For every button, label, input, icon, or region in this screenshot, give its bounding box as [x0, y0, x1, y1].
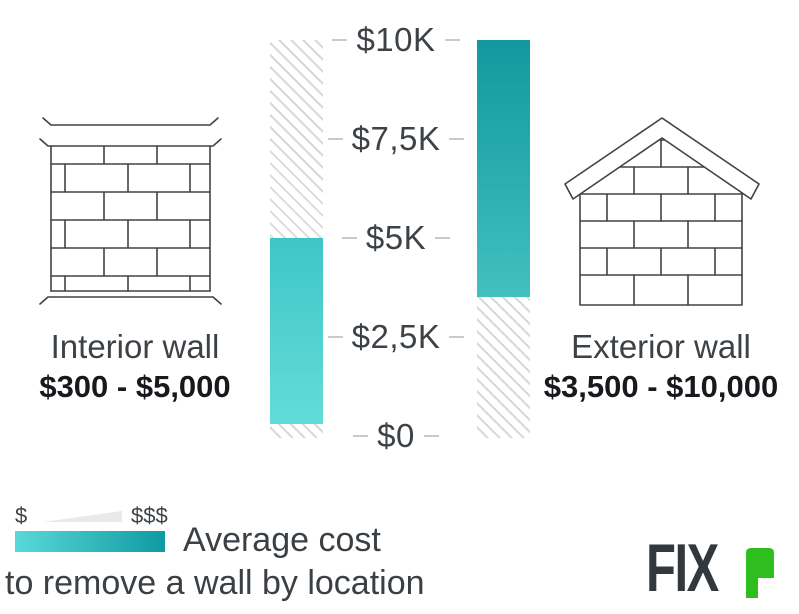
- tick-dash-left: [332, 39, 348, 41]
- fixr-logo-r-icon: [746, 548, 774, 598]
- tick-dash-left: [327, 336, 343, 338]
- brick-wall-icon: [39, 117, 222, 305]
- tick-dash-right: [449, 138, 465, 140]
- exterior-cost-bar: [477, 40, 530, 297]
- tick-dash-left: [353, 435, 369, 437]
- y-axis-tick-label: $2,5K: [351, 318, 441, 355]
- tick-dash-right: [449, 336, 465, 338]
- interior-wall-price-range: $300 - $5,000: [39, 369, 231, 404]
- tick-dash-left: [341, 237, 357, 239]
- tick-dash-left: [327, 138, 343, 140]
- y-axis-tick-label: $5K: [365, 219, 427, 256]
- legend-gradient-bar: [15, 531, 165, 552]
- tick-dash-right: [435, 237, 451, 239]
- interior-cost-bar: [270, 238, 323, 424]
- chart-title-line1: Average cost: [183, 521, 381, 559]
- chart-title-line2: to remove a wall by location: [5, 564, 425, 602]
- interior-wall-label: Interior wall: [50, 328, 220, 365]
- tick-dash-right: [423, 435, 439, 437]
- exterior-wall-illustration: [560, 114, 764, 314]
- y-axis-tick-label: $10K: [356, 21, 436, 58]
- y-axis-tick-label: $7,5K: [351, 120, 441, 157]
- tick-dash-right: [444, 39, 460, 41]
- fixr-logo-text: FIX: [646, 530, 719, 606]
- y-axis-tick-5k: $5K: [322, 219, 470, 256]
- legend-low-cost-symbol: $: [15, 503, 28, 528]
- exterior-wall-label: Exterior wall: [571, 328, 751, 365]
- house-icon: [564, 117, 760, 306]
- y-axis-tick-label: $0: [377, 417, 415, 454]
- y-axis-tick-7-5k: $7,5K: [322, 120, 470, 157]
- legend-high-cost-symbol: $$$: [131, 503, 168, 528]
- y-axis-tick-10k: $10K: [322, 21, 470, 58]
- fixr-logo: FIX: [646, 534, 786, 604]
- interior-wall-illustration: [38, 112, 228, 312]
- y-axis-tick-0: $0: [322, 417, 470, 454]
- exterior-wall-price-range: $3,500 - $10,000: [543, 369, 779, 404]
- price-scale-wedge-icon: [43, 511, 122, 522]
- y-axis-tick-2-5k: $2,5K: [322, 318, 470, 355]
